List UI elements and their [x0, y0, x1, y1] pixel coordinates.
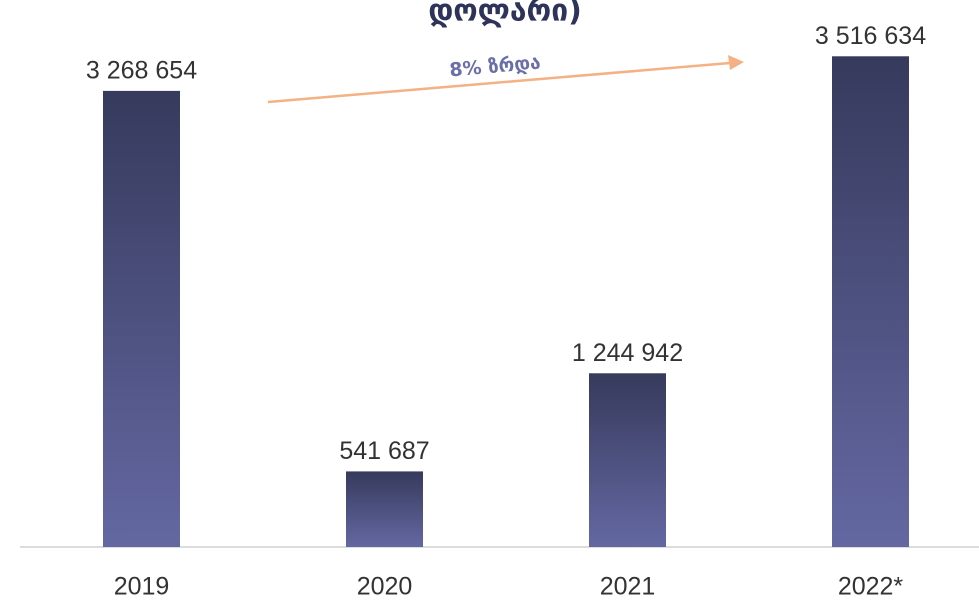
data-label: 541 687 [339, 437, 429, 465]
bar [346, 471, 423, 547]
arrow-head [728, 55, 744, 70]
x-tick-label: 2022* [838, 573, 904, 601]
x-tick-label: 2020 [357, 573, 413, 601]
bar [103, 90, 180, 548]
bar [832, 56, 909, 548]
trend-arrow [267, 61, 731, 104]
chart-title: დოლარი) [428, 0, 582, 29]
data-label: 3 268 654 [86, 56, 197, 84]
data-label: 3 516 634 [815, 22, 926, 50]
bar [589, 373, 666, 547]
x-tick-label: 2019 [114, 573, 170, 601]
annotation: 8% ზრდა [448, 52, 541, 82]
data-label: 1 244 942 [572, 339, 683, 367]
x-tick-label: 2021 [600, 573, 656, 601]
